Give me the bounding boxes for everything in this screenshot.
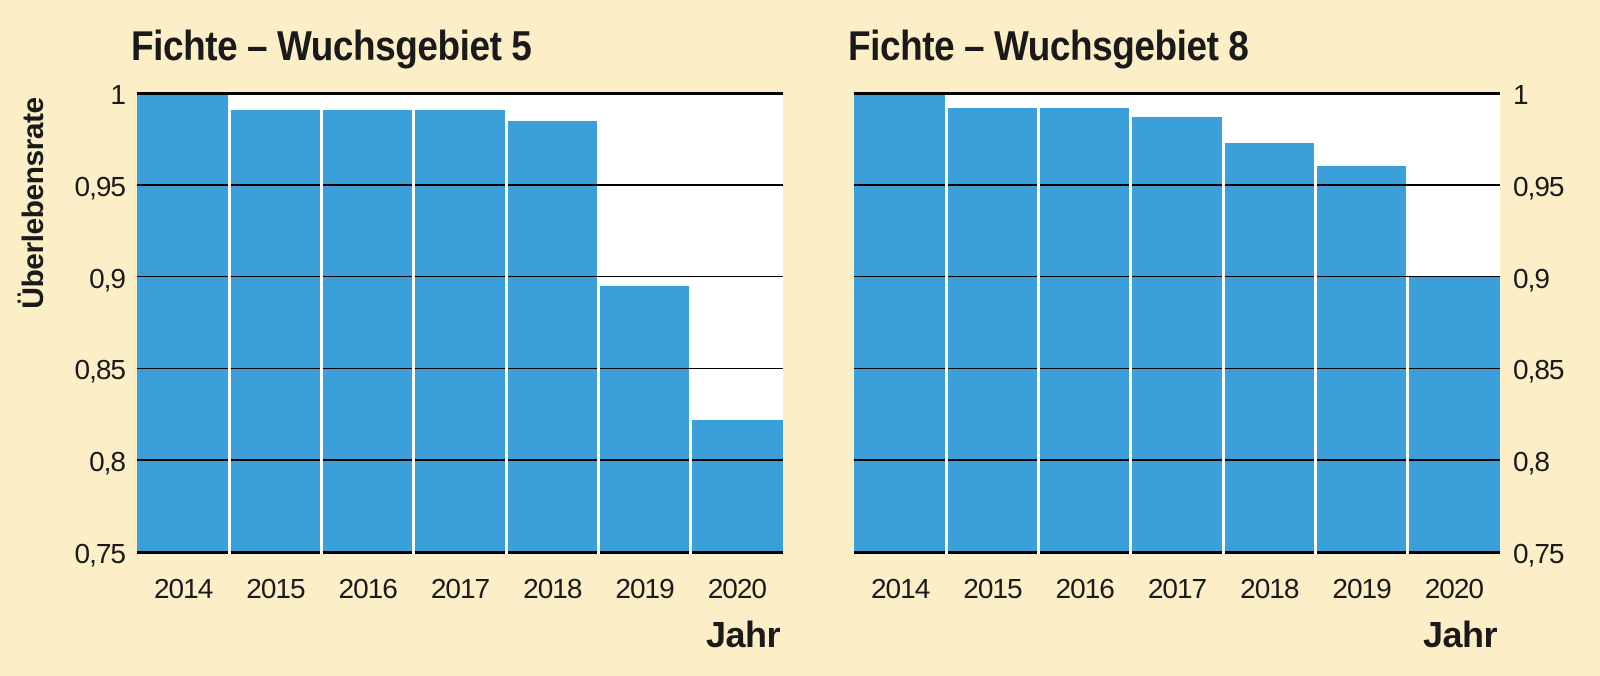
bar-2020 bbox=[1409, 276, 1500, 553]
bar-separator bbox=[596, 285, 600, 554]
y-tick-label: 0,8 bbox=[89, 446, 126, 478]
gridline-0,75 bbox=[854, 550, 1500, 554]
x-axis-title: Jahr bbox=[1422, 614, 1498, 655]
y-tick-label: 0,95 bbox=[74, 170, 127, 202]
bar-2014 bbox=[854, 93, 945, 553]
gridline-0,85 bbox=[137, 367, 783, 370]
bar-separator bbox=[689, 419, 693, 554]
bar-2017 bbox=[415, 109, 505, 553]
bar-separator bbox=[227, 109, 231, 554]
bar-2018 bbox=[507, 120, 597, 553]
y-tick-label: 1 bbox=[110, 79, 126, 110]
bar-2015 bbox=[230, 109, 321, 553]
x-tick-label-2015: 2015 bbox=[246, 573, 305, 604]
bar-separator bbox=[1129, 116, 1133, 554]
y-tick-label: 0,8 bbox=[1513, 446, 1550, 478]
x-tick-label-2015: 2015 bbox=[963, 573, 1022, 604]
bar-2015 bbox=[947, 107, 1038, 553]
plot-area: 1 0,95 0,9 0,85 0,8 0,75 2014 2015 2016 2017 2018 2… bbox=[854, 79, 1565, 604]
x-tick-label-2020: 2020 bbox=[707, 573, 767, 604]
y-tick-label: 0,75 bbox=[1513, 538, 1565, 569]
x-tick-label-2017: 2017 bbox=[430, 573, 490, 604]
gridline-0,95 bbox=[854, 184, 1500, 186]
x-tick-label-2014: 2014 bbox=[870, 573, 930, 604]
x-tick-label-2014: 2014 bbox=[153, 573, 213, 604]
bar-2016 bbox=[1040, 107, 1130, 553]
y-tick-label: 0,85 bbox=[74, 354, 127, 386]
x-tick-label-2016: 2016 bbox=[1055, 573, 1115, 604]
gridline-1 bbox=[854, 91, 1500, 95]
bar-2020 bbox=[692, 419, 783, 553]
gridline-0,95 bbox=[137, 184, 783, 186]
gridline-0,9 bbox=[137, 275, 783, 278]
gridline-0,8 bbox=[137, 459, 783, 461]
bar-separator bbox=[1037, 107, 1041, 554]
bar-separator bbox=[1313, 166, 1317, 554]
gridline-0,9 bbox=[854, 275, 1500, 278]
x-tick-label-2017: 2017 bbox=[1147, 573, 1207, 604]
y-tick-label: 0,9 bbox=[1513, 262, 1550, 294]
bar-2018 bbox=[1224, 142, 1314, 553]
x-tick-label-2019: 2019 bbox=[615, 573, 674, 604]
y-tick-label: 0,75 bbox=[74, 538, 127, 569]
bar-2014 bbox=[137, 93, 228, 553]
chart-title: Fichte – Wuchsgebiet 8 bbox=[848, 22, 1249, 69]
bar-separator bbox=[1221, 142, 1225, 554]
x-axis-title: Jahr bbox=[705, 614, 781, 655]
gridline-0,85 bbox=[854, 367, 1500, 370]
chart-title: Fichte – Wuchsgebiet 5 bbox=[131, 22, 532, 69]
bar-2019 bbox=[1316, 166, 1407, 553]
bar-2019 bbox=[599, 285, 690, 553]
bar-separator bbox=[944, 107, 948, 554]
y-tick-label: 0,85 bbox=[1513, 354, 1565, 386]
gridline-0,8 bbox=[854, 459, 1500, 461]
bar-separator bbox=[320, 109, 324, 554]
x-tick-label-2016: 2016 bbox=[338, 573, 398, 604]
bar-2017 bbox=[1132, 116, 1222, 553]
x-tick-label-2019: 2019 bbox=[1332, 573, 1391, 604]
x-tick-label-2018: 2018 bbox=[1240, 573, 1299, 604]
y-tick-label: 0,95 bbox=[1513, 170, 1565, 202]
bar-2016 bbox=[323, 109, 413, 553]
gridline-0,75 bbox=[137, 550, 783, 554]
y-tick-label: 0,9 bbox=[89, 262, 126, 294]
bar-separator bbox=[412, 109, 416, 554]
y-tick-label: 1 bbox=[1513, 79, 1529, 110]
bar-separator bbox=[1406, 276, 1410, 554]
plot-area: 1 0,95 0,9 0,85 0,8 0,75 2014 2015 2016 2017 2018 2… bbox=[75, 79, 783, 604]
gridline-1 bbox=[137, 91, 783, 95]
x-tick-label-2020: 2020 bbox=[1424, 573, 1484, 604]
bar-separator bbox=[504, 120, 508, 554]
x-tick-label-2018: 2018 bbox=[523, 573, 582, 604]
